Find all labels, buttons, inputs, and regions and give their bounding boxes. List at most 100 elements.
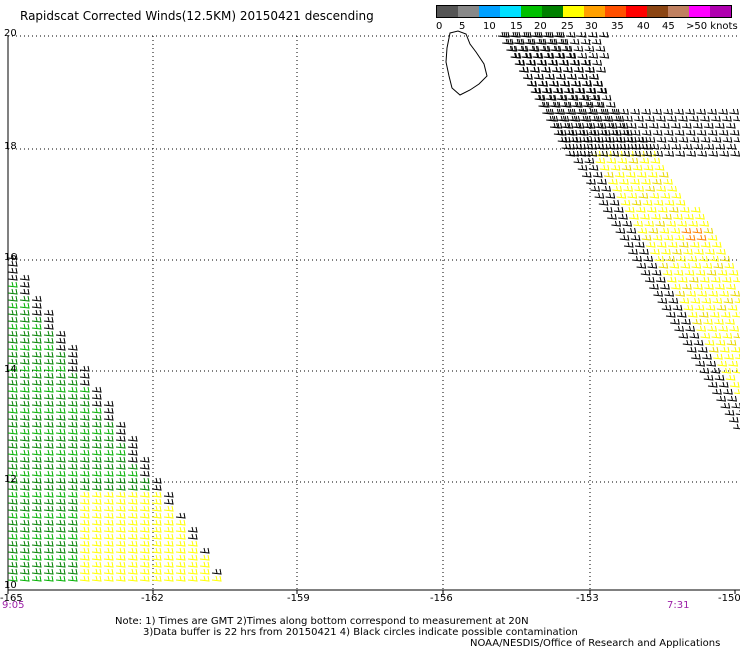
wind-barb (645, 136, 656, 143)
wind-barb (55, 421, 66, 428)
wind-barb (163, 540, 174, 547)
wind-barb (675, 199, 686, 206)
wind-barb (91, 512, 102, 519)
wind-barb (7, 288, 18, 295)
wind-barb (693, 143, 704, 150)
wind-barb (79, 400, 90, 407)
wind-barb (663, 129, 674, 136)
wind-barb (720, 311, 731, 318)
wind-barb (578, 73, 588, 80)
wind-barb (79, 519, 90, 526)
wind-barb (596, 87, 607, 94)
wind-barb (689, 332, 700, 339)
wind-barb (695, 360, 706, 367)
wind-barb (7, 491, 18, 498)
wind-barb (67, 498, 78, 505)
wind-barb (574, 66, 584, 73)
wind-barb (554, 31, 565, 38)
wind-barb (7, 547, 18, 554)
wind-barb (91, 442, 102, 449)
wind-barb (627, 192, 638, 199)
legend-label: 25 (561, 21, 574, 32)
wind-barb (585, 66, 595, 73)
wind-barb (187, 526, 198, 533)
wind-barb (19, 498, 30, 505)
wind-barb (55, 435, 66, 442)
wind-barb (151, 477, 162, 484)
wind-barb (115, 540, 126, 547)
wind-barb (677, 276, 688, 283)
wind-barb (43, 330, 54, 337)
wind-barb (19, 421, 30, 428)
wind-barb (693, 339, 704, 346)
wind-barb (661, 248, 671, 255)
wind-barb (163, 491, 174, 498)
pass-time-right: 7:31 (667, 600, 690, 611)
wind-barb (624, 206, 635, 213)
wind-barb (537, 59, 548, 66)
wind-barb (55, 428, 66, 435)
wind-barb (115, 456, 126, 463)
wind-barb (630, 108, 640, 115)
wind-barb (645, 241, 656, 248)
wind-barb (55, 400, 66, 407)
wind-barb (573, 157, 584, 164)
wind-barb (545, 94, 556, 101)
wind-barb (660, 143, 671, 150)
wind-barb (31, 547, 42, 554)
wind-barb (721, 276, 732, 283)
wind-barb (43, 512, 54, 519)
wind-barb (647, 171, 658, 178)
wind-barb (67, 519, 78, 526)
wind-barb (175, 575, 186, 582)
wind-barb (667, 136, 678, 143)
wind-barb (67, 568, 78, 575)
wind-barb (115, 533, 126, 540)
wind-barb (139, 456, 150, 463)
wind-barb (55, 393, 66, 400)
wind-barb (79, 428, 90, 435)
wind-barb (139, 463, 150, 470)
wind-barb (653, 290, 664, 297)
wind-barb (581, 80, 592, 87)
wind-barb (7, 358, 18, 365)
wind-barb (7, 274, 18, 281)
wind-barb (575, 129, 586, 136)
wind-barb (612, 115, 622, 122)
wind-barb (712, 388, 722, 395)
wind-barb (19, 561, 30, 568)
wind-barb (139, 561, 150, 568)
lat-tick-label: 14 (4, 364, 17, 375)
hawaii-island-coastline (445, 30, 488, 96)
wind-barb (67, 400, 78, 407)
wind-barb (7, 253, 18, 260)
wind-barb (7, 449, 18, 456)
wind-barb (557, 115, 567, 122)
wind-barb (19, 547, 30, 554)
wind-barb (55, 526, 66, 533)
wind-barb (657, 206, 668, 213)
wind-barb (618, 213, 628, 220)
wind-barb (720, 255, 731, 262)
wind-barb (31, 554, 42, 561)
wind-barb (7, 561, 18, 568)
wind-barb (127, 484, 138, 491)
wind-barb (79, 568, 90, 575)
wind-barb (563, 66, 573, 73)
wind-barb (695, 269, 706, 276)
wind-barb (651, 213, 661, 220)
wind-barb (623, 185, 634, 192)
wind-barb (163, 547, 174, 554)
wind-barb (518, 45, 529, 52)
wind-barb (127, 568, 138, 575)
wind-barb (560, 122, 571, 129)
wind-barb (103, 414, 114, 421)
wind-barb (627, 143, 638, 150)
wind-barb (175, 554, 186, 561)
wind-barb (103, 568, 114, 575)
wind-barb (577, 164, 588, 171)
wind-barb (729, 129, 740, 136)
wind-barb (645, 185, 656, 192)
wind-barb (722, 136, 733, 143)
legend-swatch (626, 6, 647, 17)
